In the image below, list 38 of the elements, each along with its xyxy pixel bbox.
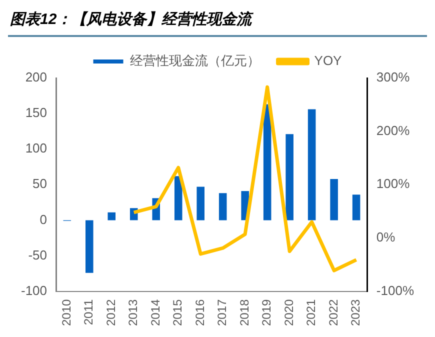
- bar: [330, 178, 338, 220]
- x-tick-label: 2011: [82, 298, 96, 326]
- x-tick-label: 2017: [215, 298, 230, 326]
- bar: [286, 134, 294, 220]
- x-tick-label: 2016: [192, 298, 207, 326]
- y-tick-label: 0: [40, 212, 48, 227]
- y2-tick-label: 200%: [376, 122, 410, 138]
- bar: [85, 220, 94, 273]
- x-tick-label: 2010: [59, 298, 74, 326]
- bar: [196, 186, 204, 220]
- y-tick-label: 100: [25, 140, 48, 156]
- y-tick-label: 150: [25, 105, 48, 120]
- y-tick-label: -50: [28, 247, 48, 262]
- y2-tick-label: 100%: [376, 176, 410, 192]
- y-tick-label: -100: [20, 282, 48, 298]
- legend-label: 经营性现金流（亿元）: [130, 53, 260, 68]
- x-tick-label: 2019: [260, 298, 274, 326]
- y-tick-label: 200: [25, 70, 48, 85]
- x-tick-label: 2014: [148, 298, 162, 326]
- bar: [352, 194, 360, 220]
- y-tick-label: 50: [32, 176, 48, 192]
- x-tick-label: 2023: [348, 298, 363, 326]
- x-tick-label: 2021: [304, 298, 318, 326]
- legend-label: YOY: [314, 53, 342, 68]
- bar: [174, 176, 182, 220]
- bar: [218, 193, 227, 220]
- y2-tick-label: 300%: [376, 70, 410, 85]
- x-tick-label: 2013: [126, 298, 140, 326]
- x-tick-label: 2022: [326, 298, 340, 326]
- x-tick-label: 2015: [170, 298, 185, 326]
- chart-title: 图表12：【风电设备】经营性现金流: [8, 8, 427, 37]
- y2-tick-label: -100%: [376, 282, 414, 298]
- x-tick-label: 2012: [104, 298, 118, 326]
- bar: [108, 212, 116, 220]
- x-tick-label: 2020: [282, 298, 296, 326]
- y2-tick-label: 0%: [376, 230, 396, 245]
- x-tick-label: 2018: [237, 298, 252, 326]
- bar: [308, 109, 316, 220]
